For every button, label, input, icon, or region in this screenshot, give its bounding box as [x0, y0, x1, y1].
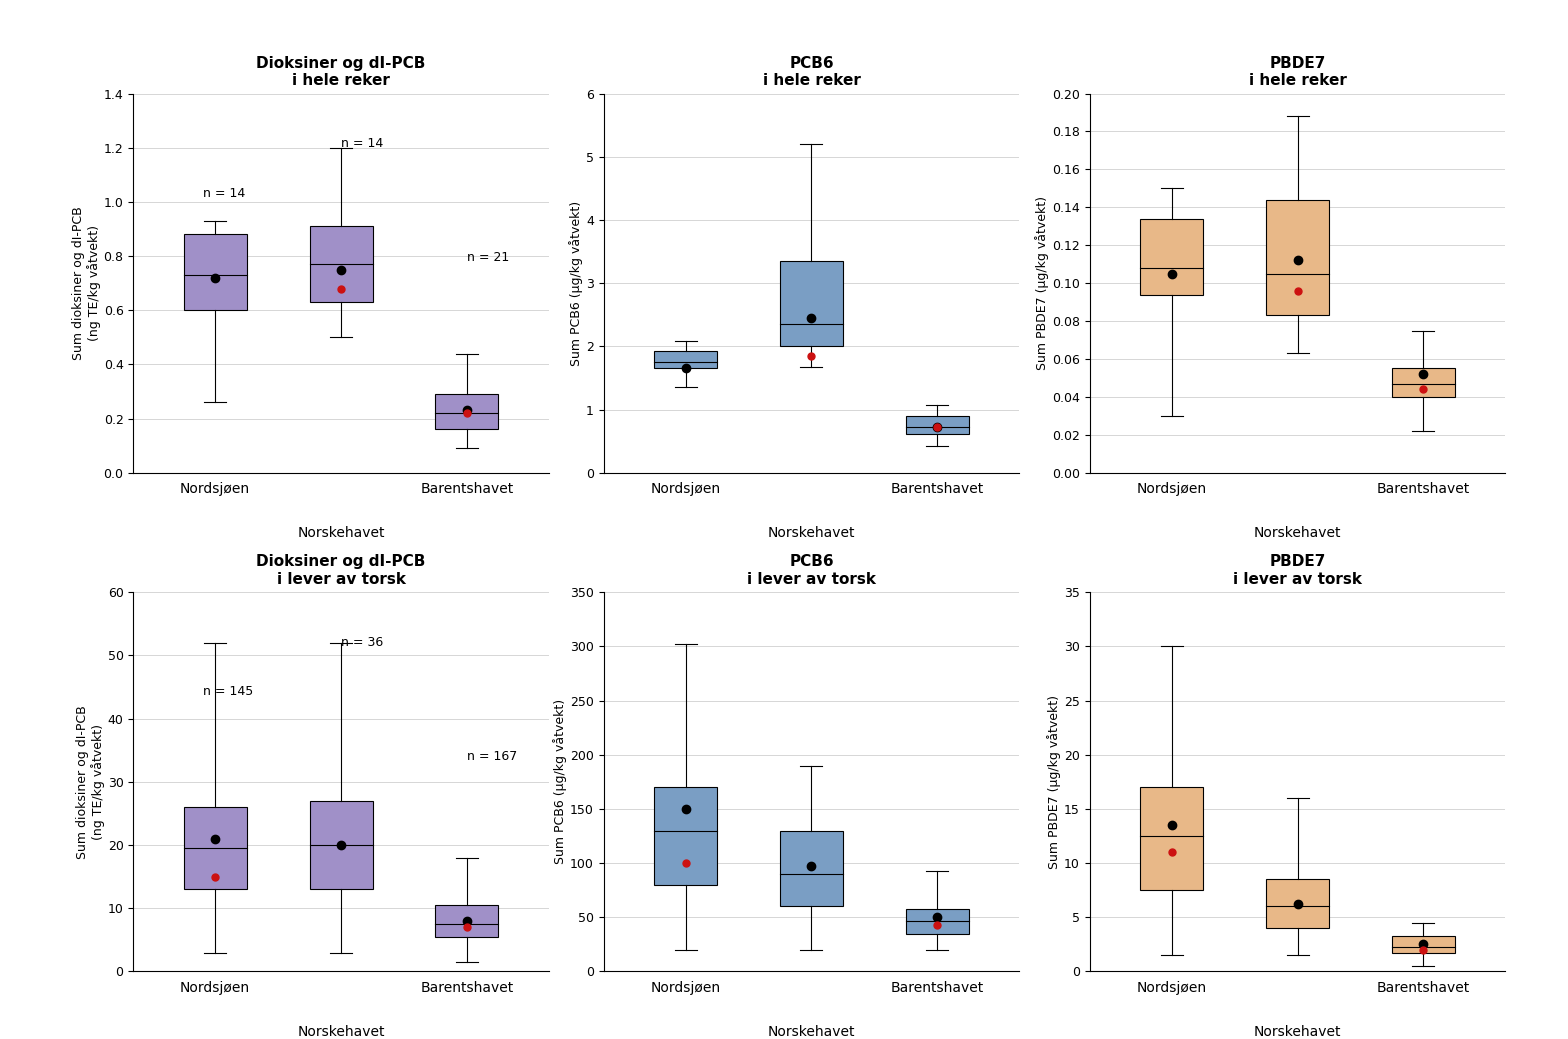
Bar [436, 905, 499, 937]
Y-axis label: Sum dioksiner og dI-PCB
(ng TE/kg våtvekt): Sum dioksiner og dI-PCB (ng TE/kg våtvek… [75, 705, 105, 858]
Y-axis label: Sum PBDE7 (μg/kg våtvekt): Sum PBDE7 (μg/kg våtvekt) [1035, 196, 1049, 370]
Bar [1392, 369, 1455, 397]
Title: PCB6
i lever av torsk: PCB6 i lever av torsk [746, 555, 877, 587]
Y-axis label: Sum PCB6 (μg/kg våtvekt): Sum PCB6 (μg/kg våtvekt) [554, 699, 568, 864]
Text: Norskehavet: Norskehavet [298, 526, 384, 540]
Bar [183, 235, 246, 311]
Y-axis label: Sum PBDE7 (μg/kg våtvekt): Sum PBDE7 (μg/kg våtvekt) [1047, 695, 1062, 869]
Text: Norskehavet: Norskehavet [768, 526, 855, 540]
Bar [1140, 788, 1203, 890]
Bar [654, 351, 717, 369]
Text: n = 167: n = 167 [467, 750, 517, 763]
Title: Dioksiner og dI-PCB
i hele reker: Dioksiner og dI-PCB i hele reker [256, 56, 426, 88]
Text: Norskehavet: Norskehavet [298, 1024, 384, 1039]
Text: n = 14: n = 14 [202, 187, 245, 199]
Text: Norskehavet: Norskehavet [1254, 526, 1341, 540]
Title: Dioksiner og dI-PCB
i lever av torsk: Dioksiner og dI-PCB i lever av torsk [256, 555, 426, 587]
Text: Norskehavet: Norskehavet [768, 1024, 855, 1039]
Text: n = 21: n = 21 [467, 251, 510, 264]
Bar [779, 830, 844, 906]
Bar [654, 788, 717, 885]
Text: Norskehavet: Norskehavet [1254, 1024, 1341, 1039]
Text: n = 36: n = 36 [342, 636, 383, 649]
Title: PBDE7
i hele reker: PBDE7 i hele reker [1248, 56, 1347, 88]
Bar [309, 801, 373, 889]
Bar [1140, 218, 1203, 294]
Bar [436, 394, 499, 429]
Bar [1265, 199, 1330, 316]
Text: n = 145: n = 145 [202, 686, 252, 698]
Bar [1392, 936, 1455, 953]
Bar [779, 261, 844, 346]
Bar [183, 807, 246, 889]
Text: n = 14: n = 14 [342, 137, 383, 151]
Y-axis label: Sum dioksiner og dI-PCB
(ng TE/kg våtvekt): Sum dioksiner og dI-PCB (ng TE/kg våtvek… [72, 207, 100, 359]
Title: PBDE7
i lever av torsk: PBDE7 i lever av torsk [1232, 555, 1363, 587]
Title: PCB6
i hele reker: PCB6 i hele reker [762, 56, 861, 88]
Bar [309, 227, 373, 302]
Bar [1265, 879, 1330, 928]
Bar [906, 909, 969, 933]
Y-axis label: Sum PCB6 (μg/kg våtvekt): Sum PCB6 (μg/kg våtvekt) [569, 201, 583, 366]
Bar [906, 416, 969, 433]
